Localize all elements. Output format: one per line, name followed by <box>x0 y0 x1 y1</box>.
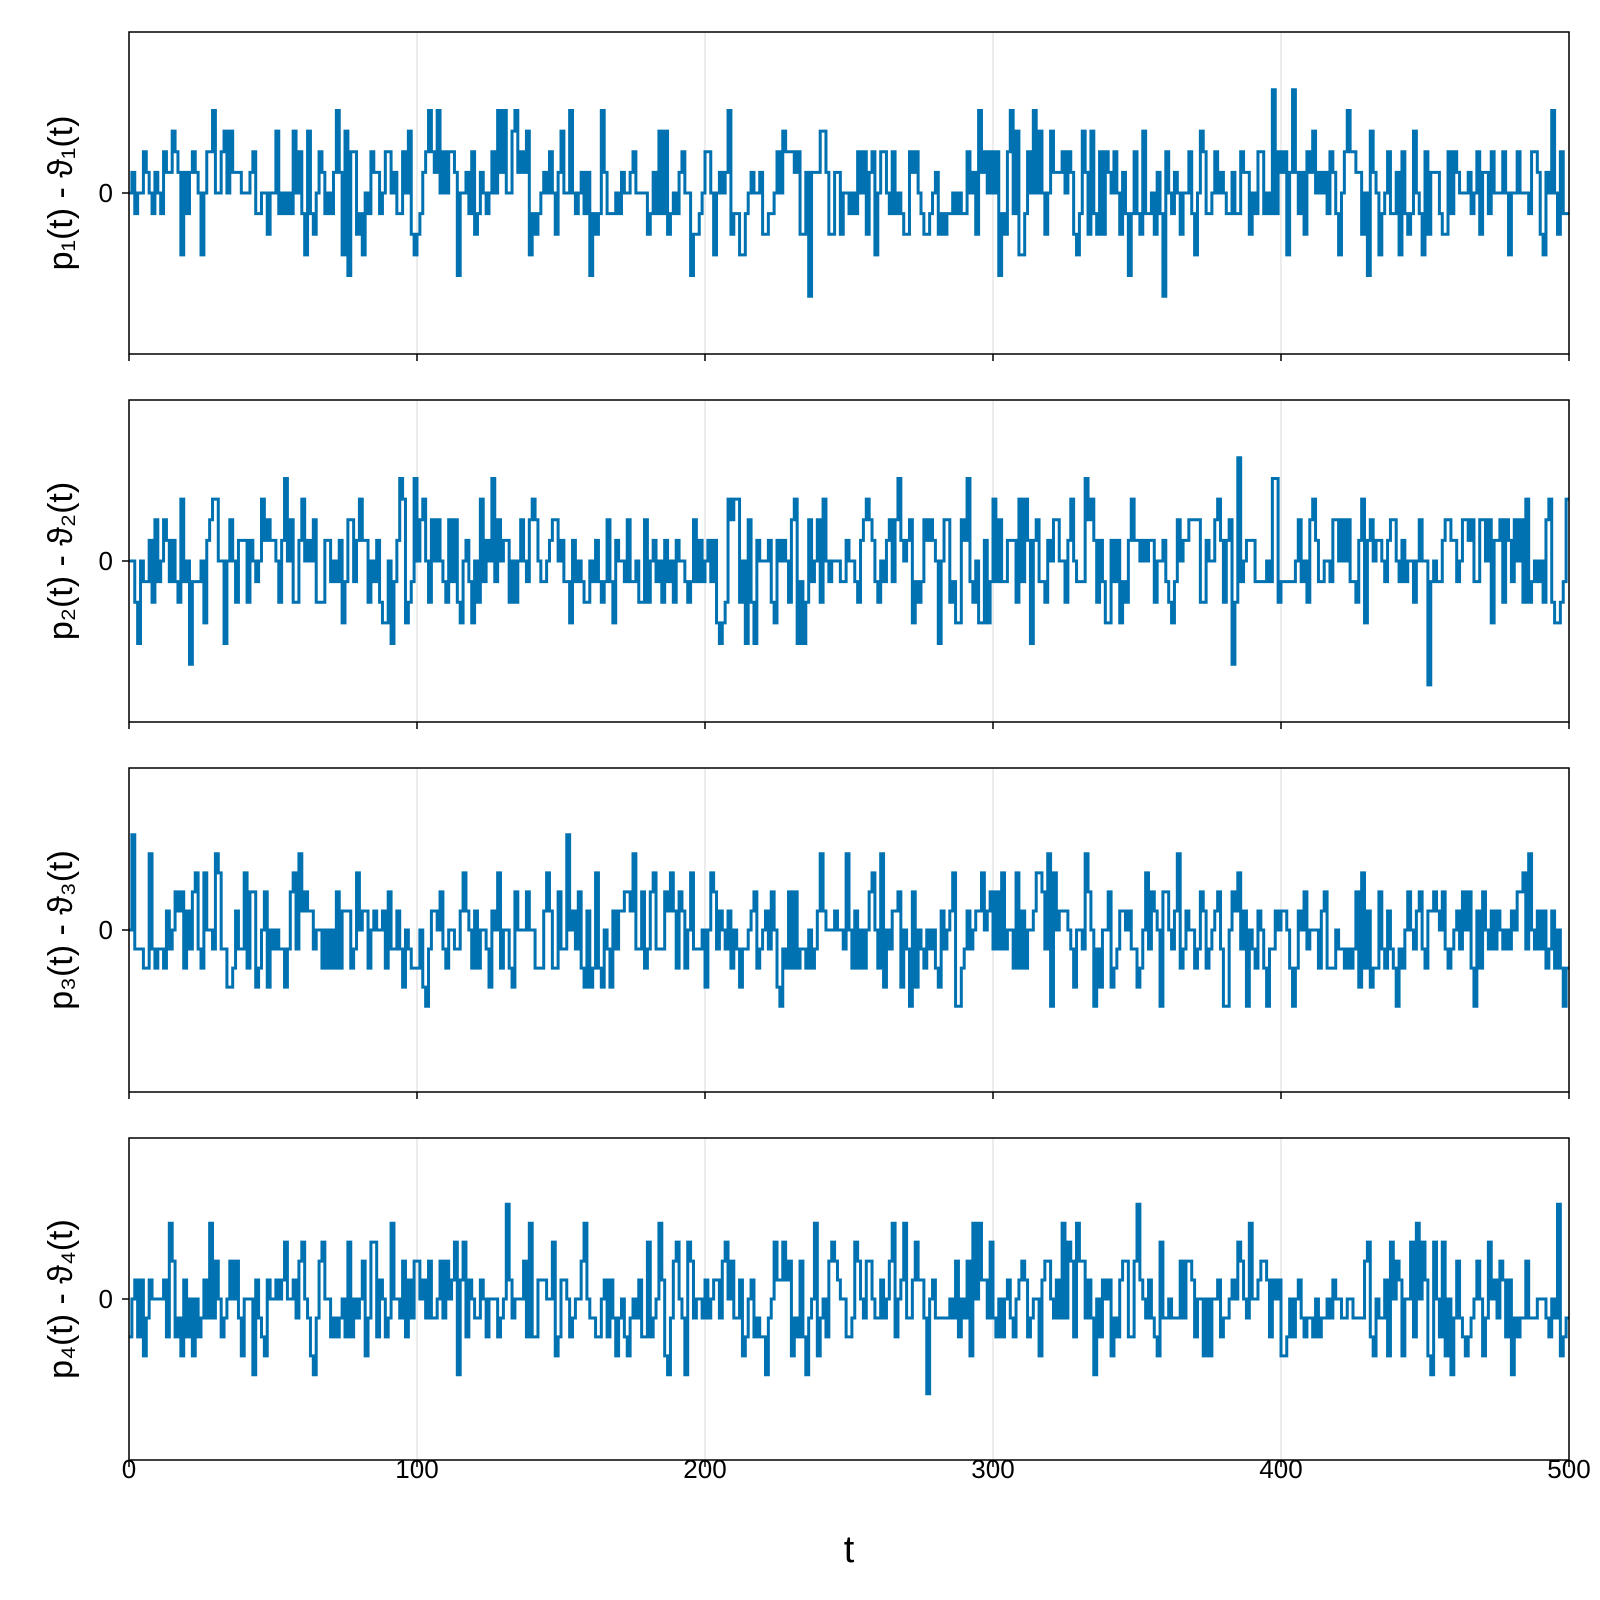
series-line <box>129 88 1569 298</box>
panels: 0 p₁(t) - ϑ₁(t) 0 p₂(t) - ϑ₂(t) 0 p₃(t) - ϑ₃(… <box>42 31 1570 1467</box>
series-line <box>129 456 1569 687</box>
panel-2: 0 p₂(t) - ϑ₂(t) <box>42 399 1570 729</box>
x-tick-label: 500 <box>1547 1454 1590 1484</box>
x-tick-label: 0 <box>122 1454 136 1484</box>
x-tick-label: 100 <box>395 1454 438 1484</box>
y-tick-label: 0 <box>99 915 113 945</box>
y-axis-label: p₄(t) - ϑ₄(t) <box>42 1219 80 1379</box>
x-axis: 0 100 200 300 400 500 t <box>122 1454 1591 1571</box>
x-axis-label: t <box>844 1529 855 1571</box>
x-tick-label: 400 <box>1259 1454 1302 1484</box>
panel-3: 0 p₃(t) - ϑ₃(t) <box>42 767 1570 1099</box>
x-tick-label: 300 <box>971 1454 1014 1484</box>
panel-1: 0 p₁(t) - ϑ₁(t) <box>42 31 1570 361</box>
x-tick-label: 200 <box>683 1454 726 1484</box>
panel-4: 0 p₄(t) - ϑ₄(t) <box>42 1137 1570 1467</box>
y-axis-label: p₃(t) - ϑ₃(t) <box>42 850 80 1010</box>
y-axis-label: p₂(t) - ϑ₂(t) <box>42 482 80 640</box>
series-line <box>129 833 1569 1008</box>
y-axis-label: p₁(t) - ϑ₁(t) <box>42 116 80 271</box>
series-line <box>129 1202 1569 1396</box>
y-tick-label: 0 <box>99 546 113 576</box>
y-tick-label: 0 <box>99 178 113 208</box>
y-tick-label: 0 <box>99 1284 113 1314</box>
